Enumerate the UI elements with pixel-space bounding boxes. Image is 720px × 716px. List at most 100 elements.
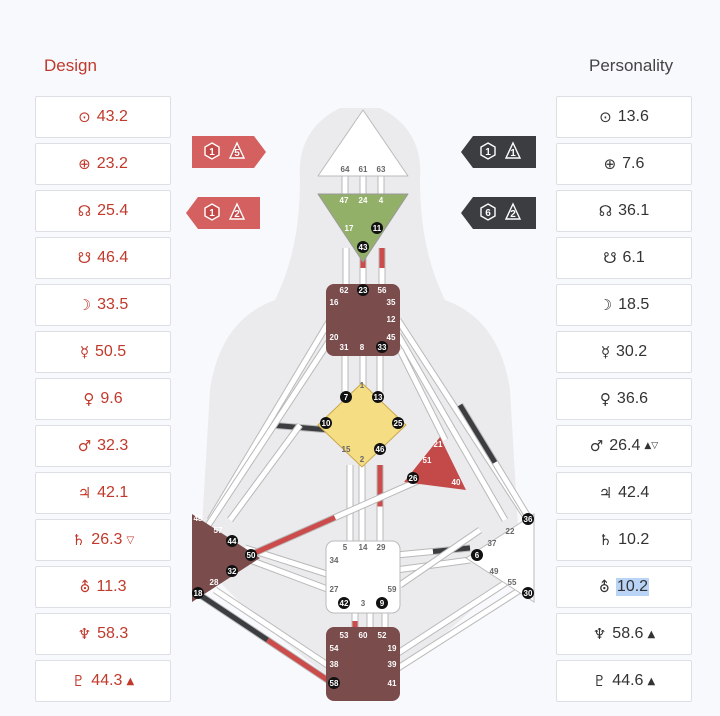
gate-35[interactable]: 35 [387,298,396,307]
gate-40[interactable]: 40 [452,478,461,487]
design-activation-row[interactable]: ☋ 46.4 [35,237,171,279]
gate-1[interactable]: 1 [360,381,365,390]
gate-34[interactable]: 34 [330,556,339,565]
gate-badge [371,222,383,234]
design-activation-row[interactable]: ♆ 58.3 [35,613,171,655]
gate-39[interactable]: 39 [388,660,397,669]
ajna-center[interactable] [317,193,409,263]
spleen-center[interactable] [192,514,260,602]
gate-9[interactable]: 9 [380,599,385,608]
gate-7[interactable]: 7 [344,393,349,402]
gate-55[interactable]: 55 [508,578,517,587]
gate-43[interactable]: 43 [359,243,368,252]
personality-activation-row[interactable]: ☋ 6.1 [556,237,692,279]
gate-28[interactable]: 28 [210,578,219,587]
gate-18[interactable]: 18 [194,589,203,598]
gate-44[interactable]: 44 [228,537,237,546]
gate-41[interactable]: 41 [388,679,397,688]
gate-4[interactable]: 4 [379,196,384,205]
gate-51[interactable]: 51 [423,456,432,465]
design-activation-row[interactable]: ⊙ 43.2 [35,96,171,138]
gate-21[interactable]: 21 [434,440,443,449]
gate-11[interactable]: 11 [373,224,382,233]
gate-54[interactable]: 54 [330,644,339,653]
personality-activation-row[interactable]: ♄ 10.2 [556,519,692,561]
gate-37[interactable]: 37 [488,539,497,548]
gate-47[interactable]: 47 [340,196,349,205]
personality-activation-row[interactable]: ⊕ 7.6 [556,143,692,185]
gate-20[interactable]: 20 [330,333,339,342]
gate-19[interactable]: 19 [388,644,397,653]
gate-48[interactable]: 48 [194,514,203,523]
gate-32[interactable]: 32 [228,567,237,576]
personality-activation-row[interactable]: ♃ 42.4 [556,472,692,514]
gate-56[interactable]: 56 [378,286,387,295]
gate-13[interactable]: 13 [374,393,383,402]
gate-27[interactable]: 27 [330,585,339,594]
gate-63[interactable]: 63 [377,165,386,174]
gate-60[interactable]: 60 [359,631,368,640]
design-activation-row[interactable]: ☽ 33.5 [35,284,171,326]
gate-24[interactable]: 24 [359,196,368,205]
personality-activation-row[interactable]: ☊ 36.1 [556,190,692,232]
design-activation-row[interactable]: ♀ 9.6 [35,378,171,420]
gate-59[interactable]: 59 [388,585,397,594]
gate-29[interactable]: 29 [377,543,386,552]
throat-center[interactable] [326,284,400,356]
gate-49[interactable]: 49 [490,567,499,576]
design-activation-row[interactable]: ♇ 44.3 ▲ [35,660,171,702]
gate-50[interactable]: 50 [247,551,256,560]
gate-2[interactable]: 2 [360,455,365,464]
gate-62[interactable]: 62 [340,286,349,295]
personality-activation-row[interactable]: ♀ 36.6 [556,378,692,420]
personality-activation-row[interactable]: ☿ 30.2 [556,331,692,373]
gate-53[interactable]: 53 [340,631,349,640]
gate-42[interactable]: 42 [340,599,349,608]
design-activation-row[interactable]: ♂ 32.3 [35,425,171,467]
personality-activation-row[interactable]: ⊙ 13.6 [556,96,692,138]
gate-33[interactable]: 33 [378,343,387,352]
gate-52[interactable]: 52 [378,631,387,640]
gate-15[interactable]: 15 [342,445,351,454]
gate-5[interactable]: 5 [343,543,348,552]
gate-61[interactable]: 61 [359,165,368,174]
design-activation-row[interactable]: ☊ 25.4 [35,190,171,232]
personality-activation-row[interactable]: ♇ 44.6 ▲ [556,660,692,702]
solar-plexus-center[interactable] [465,513,535,603]
gate-23[interactable]: 23 [359,286,368,295]
gate-17[interactable]: 17 [345,224,354,233]
gate-58[interactable]: 58 [330,679,339,688]
gate-8[interactable]: 8 [360,343,365,352]
gate-16[interactable]: 16 [330,298,339,307]
gate-14[interactable]: 14 [359,543,368,552]
head-center[interactable] [317,109,409,177]
personality-activation-row[interactable]: ♂ 26.4 ▲▽ [556,425,692,467]
gate-12[interactable]: 12 [387,315,396,324]
gate-31[interactable]: 31 [340,343,349,352]
gate-26[interactable]: 26 [409,474,418,483]
gate-30[interactable]: 30 [524,589,533,598]
planet-icon: ♇ [592,672,607,690]
gate-25[interactable]: 25 [394,419,403,428]
heart-center[interactable] [404,437,466,490]
personality-activation-row[interactable]: ⛢ 10.2 [556,566,692,608]
design-activation-row[interactable]: ♃ 42.1 [35,472,171,514]
personality-activation-row[interactable]: ☽ 18.5 [556,284,692,326]
gate-10[interactable]: 10 [322,419,331,428]
design-activation-row[interactable]: ⛢ 11.3 [35,566,171,608]
sacral-center[interactable] [325,540,401,614]
gate-46[interactable]: 46 [376,445,385,454]
gate-64[interactable]: 64 [341,165,350,174]
gate-38[interactable]: 38 [330,660,339,669]
gate-36[interactable]: 36 [524,515,533,524]
gate-6[interactable]: 6 [475,551,480,560]
gate-22[interactable]: 22 [506,527,515,536]
gate-3[interactable]: 3 [361,599,366,608]
personality-activation-row[interactable]: ♆ 58.6 ▲ [556,613,692,655]
design-activation-row[interactable]: ♄ 26.3 ▽ [35,519,171,561]
gate-45[interactable]: 45 [387,333,396,342]
design-activation-row[interactable]: ☿ 50.5 [35,331,171,373]
root-center[interactable] [326,627,400,701]
gate-57[interactable]: 57 [214,526,223,535]
design-activation-row[interactable]: ⊕ 23.2 [35,143,171,185]
